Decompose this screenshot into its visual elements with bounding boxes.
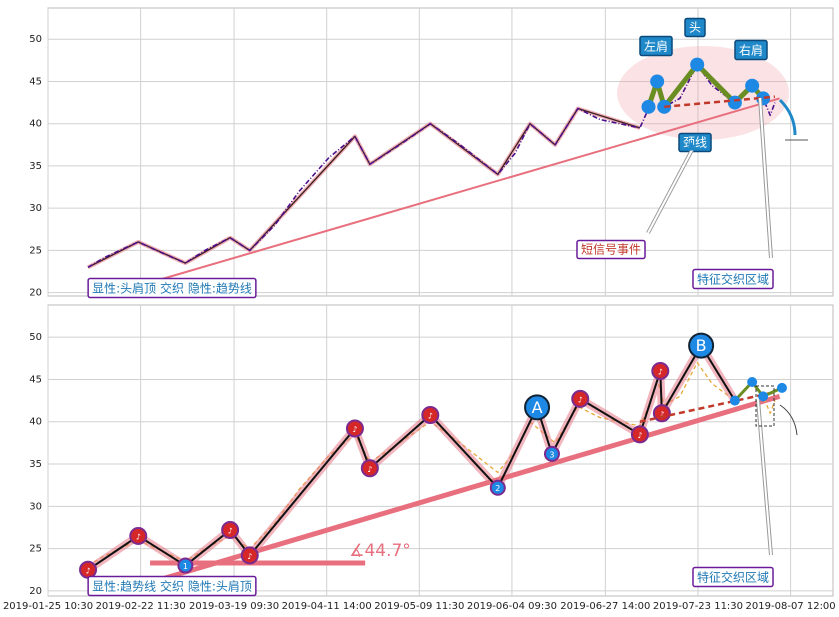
- point-label: ♪: [578, 395, 583, 404]
- y-tick-label: 45: [29, 374, 42, 385]
- point-label: ♪: [367, 465, 372, 474]
- annotation-box: [692, 268, 774, 290]
- x-tick-label: 2019-02-22 11:30: [96, 601, 186, 612]
- point-label: ♪: [247, 552, 252, 561]
- pattern-point: [776, 382, 787, 393]
- point-marker: [421, 405, 440, 424]
- annotation-caption: 显性:趋势线 交织 隐性:头肩顶: [92, 579, 252, 594]
- annotation-tag: 颈线: [683, 136, 707, 150]
- pattern-point: [745, 78, 760, 93]
- annotation-tag: 左肩: [644, 39, 668, 54]
- trend-line: [149, 97, 780, 284]
- annotation-angle: ∡44.7°: [349, 541, 411, 561]
- pattern-point: [758, 391, 769, 402]
- annotation-box: [684, 17, 706, 38]
- trend-arrow: [779, 404, 798, 436]
- y-tick-label: 20: [29, 586, 42, 597]
- point-marker: [652, 404, 671, 423]
- y-tick-label: 35: [29, 459, 42, 470]
- x-tick-label: 2019-08-07 12:00: [746, 601, 836, 612]
- pattern-point: [650, 74, 665, 89]
- point-marker: [129, 526, 148, 545]
- point-label: 2: [495, 484, 500, 493]
- x-tick-label: 2019-06-27 14:00: [560, 601, 650, 612]
- point-label: ♪: [136, 532, 141, 541]
- pattern-point: [641, 99, 656, 114]
- x-tick-label: 2019-01-25 10:30: [3, 601, 93, 612]
- y-tick-label: 20: [29, 288, 42, 299]
- annotation-tag: 右肩: [739, 43, 763, 58]
- annotation-zone: 特征交织区域: [697, 570, 769, 585]
- point-label: 3: [549, 450, 554, 459]
- y-tick-label: 30: [29, 501, 42, 512]
- zone-box: [755, 385, 775, 427]
- point-marker: [651, 361, 670, 380]
- point-label: ♪: [228, 527, 233, 536]
- annotation-box: [734, 39, 768, 61]
- y-tick-label: 45: [29, 76, 42, 87]
- pattern-point: [747, 376, 758, 387]
- point-label: ♪: [659, 410, 664, 419]
- y-tick-label: 40: [29, 417, 42, 428]
- point-label: ♪: [428, 411, 433, 420]
- pointer-tip: [688, 140, 696, 151]
- x-tick-label: 2019-05-09 11:30: [374, 601, 464, 612]
- point-label: ♪: [637, 431, 642, 440]
- annotation-box: [678, 132, 712, 153]
- point-marker: [524, 394, 551, 421]
- x-tick-label: 2019-04-11 14:00: [282, 601, 372, 612]
- y-tick-label: 30: [29, 203, 42, 214]
- pointer: [647, 149, 693, 234]
- point-label: B: [696, 336, 707, 355]
- neckline-line: [639, 390, 776, 423]
- point-label: ♪: [658, 367, 663, 376]
- annotation-zone: 特征交织区域: [697, 272, 769, 287]
- pattern-point: [729, 395, 740, 406]
- pattern-small-line: [733, 380, 783, 402]
- annotation-box: [639, 35, 673, 57]
- neckline-line: [664, 95, 776, 109]
- y-tick-label: 25: [29, 544, 42, 555]
- x-tick-label: 2019-07-23 11:30: [653, 601, 743, 612]
- decorations: [646, 97, 808, 556]
- annotation-box: [87, 277, 257, 299]
- y-tick-label: 25: [29, 245, 42, 256]
- y-tick-label: 40: [29, 119, 42, 130]
- y-tick-label: 50: [29, 332, 42, 343]
- point-marker: [543, 445, 560, 462]
- annotation-box: [576, 239, 646, 260]
- highlight-zone: [617, 46, 789, 140]
- trend-arrow: [778, 98, 797, 136]
- annotation-box: [692, 566, 774, 588]
- y-tick-label: 35: [29, 161, 42, 172]
- x-tick-label: 2019-03-19 09:30: [189, 601, 279, 612]
- annotation-caption: 显性:头肩顶 交织 隐性:趋势线: [92, 281, 252, 296]
- point-marker: [345, 419, 364, 438]
- point-label: A: [532, 398, 543, 417]
- pattern-point: [690, 57, 705, 72]
- point-marker: [177, 557, 194, 574]
- annotation-event: 短信号事件: [581, 243, 641, 257]
- pattern-point: [727, 95, 742, 110]
- point-marker: [360, 459, 379, 478]
- point-marker: [221, 521, 240, 540]
- x-tick-label: 2019-06-04 09:30: [467, 601, 557, 612]
- point-marker: [630, 425, 649, 444]
- point-marker: [688, 332, 715, 359]
- annotation-tag: 头: [689, 21, 701, 35]
- y-tick-label: 50: [29, 34, 42, 45]
- pointer: [759, 97, 772, 259]
- point-marker: [489, 479, 506, 496]
- point-label: ♪: [352, 425, 357, 434]
- point-label: ♪: [85, 566, 90, 575]
- point-marker: [571, 389, 590, 408]
- annotation-box: [87, 575, 257, 597]
- point-marker: [240, 546, 259, 565]
- point-label: 1: [183, 562, 188, 571]
